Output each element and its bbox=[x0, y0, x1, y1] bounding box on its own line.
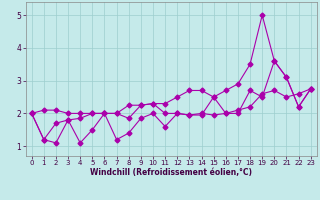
X-axis label: Windchill (Refroidissement éolien,°C): Windchill (Refroidissement éolien,°C) bbox=[90, 168, 252, 177]
